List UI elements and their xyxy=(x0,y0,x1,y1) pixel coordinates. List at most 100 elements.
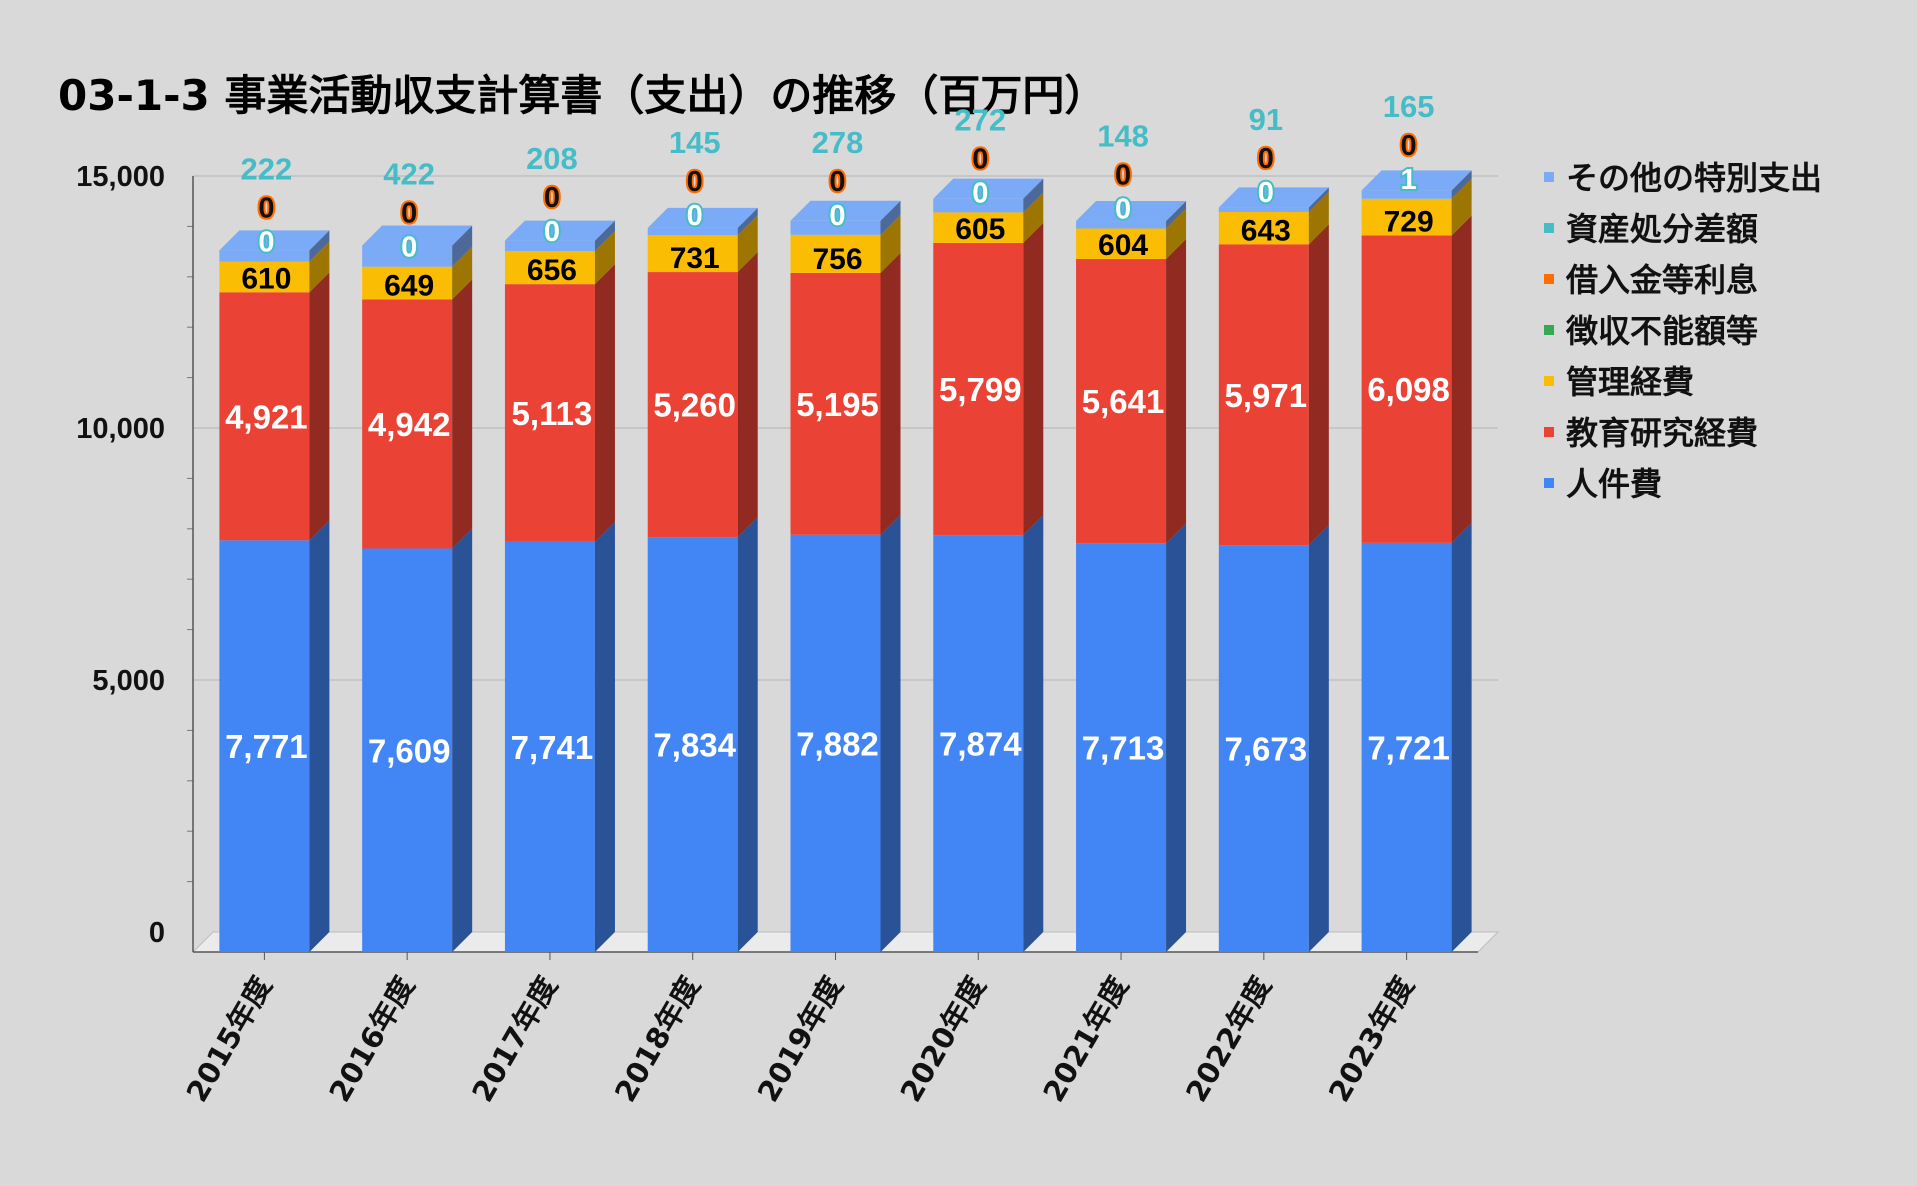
data-label: 165 xyxy=(1383,89,1435,124)
bar-segment-side xyxy=(880,214,901,273)
bar-segment-side xyxy=(309,230,330,262)
data-label: 272 xyxy=(954,102,1006,137)
legend-item: 徴収不能額等 xyxy=(1544,312,1758,350)
bar-segment xyxy=(790,272,881,535)
legend-label: 借入金等利息 xyxy=(1565,261,1758,299)
data-label: 0 xyxy=(1258,143,1274,175)
bar-segment-side xyxy=(880,514,901,952)
bar-segment-side xyxy=(1023,222,1044,536)
bar-segment xyxy=(219,250,310,262)
x-category-label: 2020年度 xyxy=(894,971,993,1108)
bar-top-face xyxy=(1361,170,1472,191)
legend-label: 教育研究経費 xyxy=(1566,414,1758,452)
data-label: 0 xyxy=(687,166,703,198)
data-label: 610 xyxy=(241,262,291,295)
data-label: 0 xyxy=(972,177,988,209)
data-label: 4,942 xyxy=(368,406,451,443)
bar-segment xyxy=(362,245,453,267)
bar-segment-side xyxy=(594,231,615,285)
bar-segment-side xyxy=(737,215,758,273)
bar-top-face xyxy=(504,220,615,241)
bar-segment xyxy=(647,272,738,538)
data-label: 5,971 xyxy=(1225,377,1308,414)
data-label: 756 xyxy=(812,243,862,276)
bar-segment xyxy=(1361,542,1452,952)
bar-segment-side xyxy=(1166,208,1187,259)
bar-segment xyxy=(219,540,310,952)
legend-swatch xyxy=(1544,223,1554,233)
data-label: 208 xyxy=(526,141,578,176)
bar-segment-side xyxy=(1166,201,1187,229)
bar-segment xyxy=(933,535,1024,952)
legend-item: 借入金等利息 xyxy=(1544,261,1758,299)
bar-segment-side xyxy=(452,279,473,549)
legend-item: 教育研究経費 xyxy=(1544,414,1758,452)
data-label: 7,713 xyxy=(1082,730,1165,767)
bar-segment xyxy=(362,548,453,952)
data-label: 7,771 xyxy=(225,728,308,765)
data-label: 729 xyxy=(1384,206,1434,239)
bar-segment xyxy=(790,234,881,273)
bar-segment-side xyxy=(880,200,901,235)
legend-item: 資産処分差額 xyxy=(1544,210,1758,248)
bar-segment xyxy=(504,541,595,952)
legend-swatch xyxy=(1544,376,1554,386)
chart-title: 03-1-3 事業活動収支計算書（支出）の推移（百万円） xyxy=(58,71,1107,120)
x-category-label: 2017年度 xyxy=(465,971,564,1108)
legend-swatch xyxy=(1544,478,1554,488)
bar-top-face xyxy=(647,207,758,228)
legend-label: 管理経費 xyxy=(1566,363,1694,401)
legend-swatch xyxy=(1544,172,1554,182)
bar-segment xyxy=(1218,244,1309,546)
data-label: 7,834 xyxy=(653,727,736,764)
data-label: 604 xyxy=(1098,229,1148,262)
bar-segment-side xyxy=(1308,224,1329,546)
data-label: 0 xyxy=(401,198,417,230)
legend-label: 人件費 xyxy=(1566,465,1662,503)
data-label: 5,195 xyxy=(796,386,879,423)
data-label: 422 xyxy=(383,157,435,192)
bar-segment-side xyxy=(1308,191,1329,245)
bar-segment-side xyxy=(309,272,330,541)
data-label: 643 xyxy=(1241,214,1291,247)
data-label: 1 xyxy=(1401,164,1417,196)
data-label: 7,874 xyxy=(939,726,1022,763)
bar-top-face xyxy=(1218,187,1329,208)
bar-group: 7,673 5,971 643 00 91 2022年度 xyxy=(1179,102,1329,1108)
bar-group: 7,609 4,942 649 00 422 2016年度 xyxy=(322,157,473,1108)
bar-top-face xyxy=(219,230,330,251)
bar-segment xyxy=(1361,235,1452,543)
data-label: 7,721 xyxy=(1367,729,1450,766)
bar-segment xyxy=(933,198,1024,213)
bar-segment xyxy=(504,240,595,252)
data-label: 0 xyxy=(258,193,274,225)
bar-top-face xyxy=(362,225,473,246)
bar-top-face xyxy=(790,200,901,221)
bar-segment xyxy=(790,534,881,952)
bar-group: 7,874 5,799 605 00 272 2020年度 xyxy=(894,102,1044,1108)
bar-segment xyxy=(1218,211,1309,245)
data-label: 0 xyxy=(829,200,845,232)
data-label: 7,741 xyxy=(511,729,594,766)
data-label: 0 xyxy=(401,232,417,264)
data-label: 0 xyxy=(1258,177,1274,209)
data-label: 0 xyxy=(258,227,274,259)
bar-segment xyxy=(504,251,595,285)
bar-group: 7,882 5,195 756 00 278 2019年度 xyxy=(751,125,901,1108)
bar-segment xyxy=(647,537,738,952)
bar-segment-side xyxy=(1166,523,1187,952)
bar-segment-side xyxy=(309,520,330,952)
x-category-label: 2023年度 xyxy=(1322,971,1421,1108)
data-label: 145 xyxy=(669,125,721,160)
bar-segment xyxy=(933,242,1024,536)
data-label: 731 xyxy=(670,242,720,275)
bar-segment xyxy=(1076,221,1167,229)
bar-segment-side xyxy=(1166,238,1187,544)
data-label: 656 xyxy=(527,254,577,287)
bar-segment-side xyxy=(880,252,901,535)
data-label: 148 xyxy=(1097,119,1149,154)
